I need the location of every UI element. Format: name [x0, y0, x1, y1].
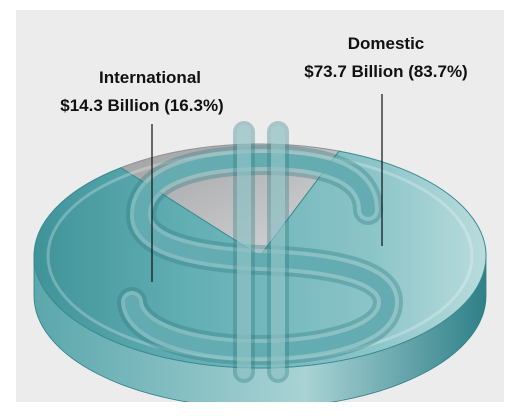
label-domestic-value: $73.7 Billion (83.7%) — [304, 62, 467, 81]
slice-labels: International $14.3 Billion (16.3%) Dome… — [60, 34, 468, 282]
label-international-name: International — [99, 68, 201, 87]
pie-chart: International $14.3 Billion (16.3%) Dome… — [16, 10, 504, 402]
dollar-sign-icon — [117, 121, 403, 383]
label-domestic-name: Domestic — [348, 34, 425, 53]
label-international-value: $14.3 Billion (16.3%) — [60, 96, 223, 115]
chart-area: International $14.3 Billion (16.3%) Dome… — [16, 10, 504, 402]
